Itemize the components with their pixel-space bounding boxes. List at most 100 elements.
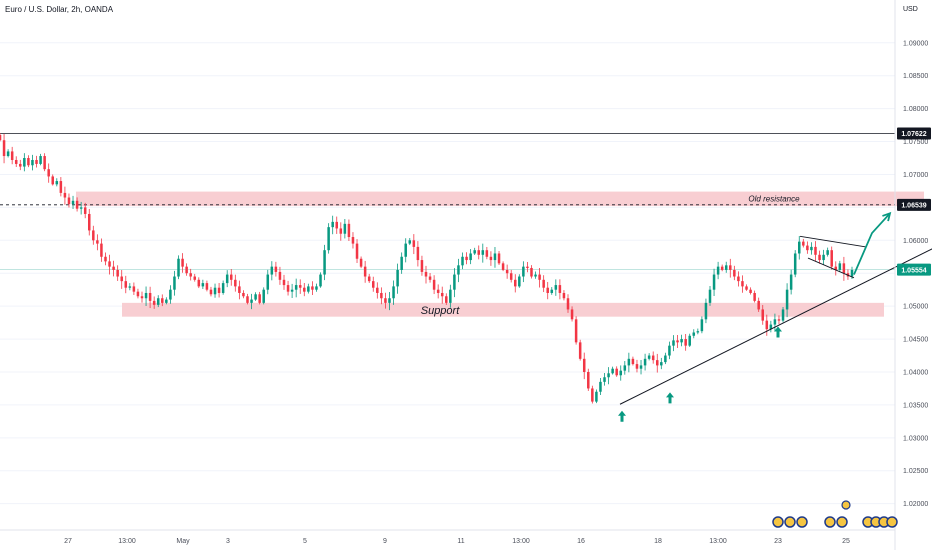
candle-body — [384, 298, 387, 303]
candle-body — [262, 289, 265, 303]
y-tick-label: 1.08000 — [903, 106, 928, 113]
candle-body — [234, 279, 237, 287]
candle-body — [355, 243, 359, 259]
candle-body — [505, 269, 509, 274]
candle-body — [10, 151, 14, 160]
candle-body — [704, 302, 708, 320]
candle-body — [404, 243, 407, 257]
candle-body — [753, 292, 756, 301]
candle-body — [177, 258, 180, 277]
candle-body — [290, 289, 294, 292]
candle-body — [615, 368, 618, 376]
candle-body — [461, 256, 464, 266]
candle-body — [696, 331, 700, 333]
candle-body — [31, 159, 34, 166]
candle-body — [741, 281, 744, 287]
bounce-arrow-icon — [618, 410, 626, 422]
candle-body — [396, 269, 399, 287]
candle-body — [270, 266, 274, 275]
candle-body — [700, 319, 704, 332]
y-tick-label: 1.04500 — [903, 337, 928, 344]
candle-body — [797, 241, 801, 254]
candles — [0, 132, 854, 404]
candle-body — [339, 228, 343, 234]
candle-body — [785, 289, 789, 310]
candle-body — [173, 276, 176, 290]
x-tick-label: 5 — [303, 538, 307, 545]
x-tick-label: 3 — [226, 538, 230, 545]
candle-body — [250, 299, 253, 303]
candle-body — [108, 261, 111, 267]
candle-body — [692, 332, 696, 336]
candle-body — [400, 256, 403, 270]
candle-body — [676, 340, 679, 343]
candle-body — [55, 181, 59, 185]
candle-body — [518, 276, 521, 287]
candle-body — [144, 292, 148, 299]
support-label: Support — [421, 305, 460, 317]
candle-body — [716, 266, 720, 275]
y-tick-label: 1.03000 — [903, 435, 928, 442]
candle-body — [205, 283, 209, 290]
candle-body — [335, 221, 339, 229]
candle-body — [655, 360, 659, 366]
price-badge — [897, 263, 931, 276]
triangle-upper-line — [799, 235, 867, 248]
y-tick-label: 1.02500 — [903, 468, 928, 475]
resistance-zone — [76, 191, 924, 207]
candle-body — [266, 274, 270, 290]
candle-body — [124, 281, 128, 288]
candle-body — [14, 159, 18, 164]
candle-body — [169, 289, 172, 300]
resistance-label: Old resistance — [748, 195, 800, 204]
candle-body — [830, 250, 833, 267]
candle-body — [587, 371, 590, 389]
candle-body — [761, 309, 765, 321]
candle-body — [623, 365, 627, 371]
price-axis[interactable]: USD 1.09000 1.08500 1.08000 1.07500 1.07000 1.… — [894, 0, 931, 550]
candle-body — [229, 274, 233, 280]
candle-body — [347, 223, 351, 238]
candle-body — [473, 250, 476, 254]
candle-body — [242, 292, 245, 297]
bounce-arrow-icon — [774, 326, 782, 338]
horizontal-lines — [0, 133, 895, 270]
candle-body — [603, 377, 606, 382]
candle-body — [481, 250, 485, 255]
candle-body — [27, 158, 30, 166]
candle-body — [757, 300, 760, 310]
candle-body — [729, 265, 732, 270]
time-axis[interactable]: 27 13:00 May 3 5 9 11 13:00 16 18 13:00 23 25 — [0, 529, 895, 545]
candle-body — [246, 296, 249, 303]
candle-body — [221, 283, 225, 293]
candle-body — [189, 273, 192, 277]
candle-body — [619, 370, 623, 376]
candle-body — [489, 256, 493, 261]
candle-body — [39, 156, 42, 164]
candle-body — [51, 176, 55, 185]
candle-body — [497, 253, 501, 264]
candle-body — [156, 298, 160, 305]
candle-body — [424, 271, 428, 277]
candle-body — [193, 276, 197, 280]
candle-body — [806, 245, 809, 251]
y-tick-label: 1.07500 — [903, 139, 928, 146]
candle-body — [35, 159, 38, 164]
candle-body — [745, 286, 748, 290]
candle-body — [712, 274, 716, 290]
candle-body — [534, 274, 537, 277]
candle-body — [420, 260, 424, 272]
candle-body — [185, 266, 188, 274]
candle-body — [834, 266, 838, 270]
candle-body — [558, 285, 562, 293]
candle-body — [469, 253, 472, 261]
candle-body — [724, 265, 728, 270]
candle-body — [83, 207, 87, 214]
candle-body — [530, 267, 533, 277]
candle-body — [363, 266, 367, 277]
candle-body — [112, 266, 115, 270]
candle-body — [818, 254, 821, 261]
candle-body — [651, 355, 655, 361]
candle-body — [75, 200, 79, 209]
